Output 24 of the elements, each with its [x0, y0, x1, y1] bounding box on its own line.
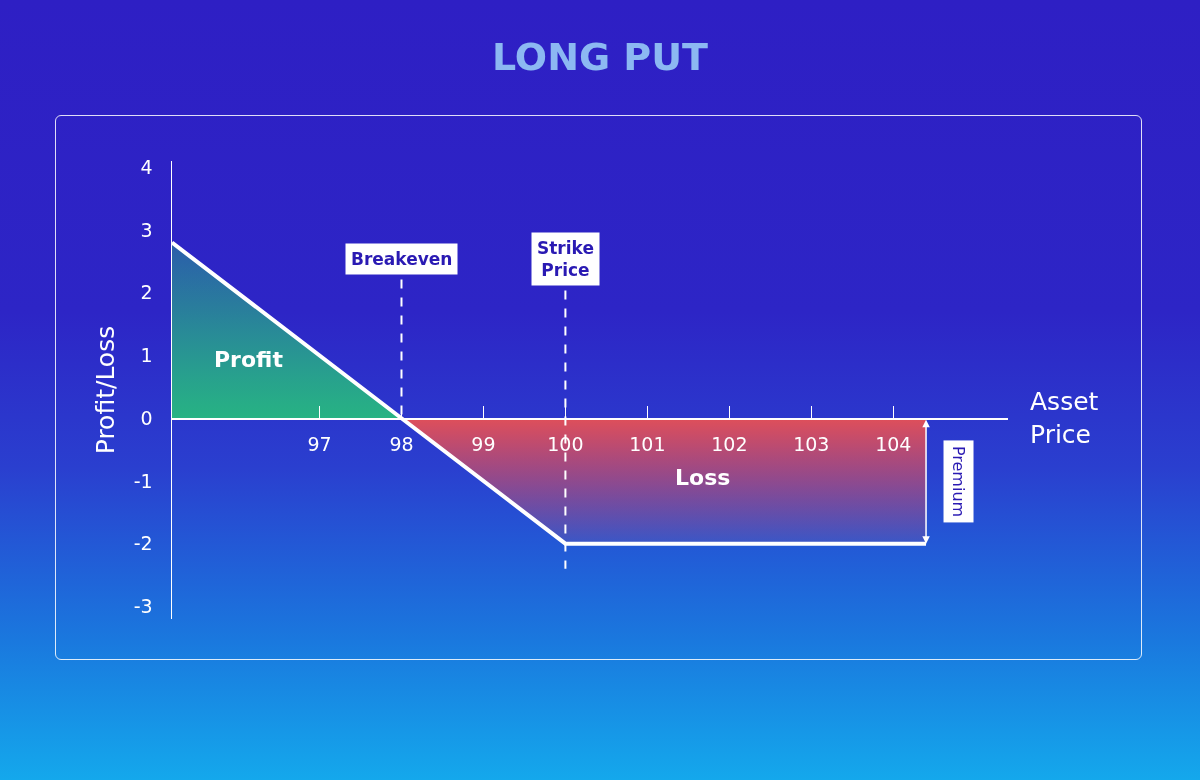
x-tick-label: 102: [711, 432, 748, 455]
ref-line-label: Strike Price: [537, 238, 594, 281]
ref-line-label: Breakeven: [351, 249, 453, 269]
y-tick-label: 2: [140, 281, 153, 304]
x-tick-label: 98: [389, 432, 414, 455]
y-tick-label: 4: [140, 155, 153, 178]
x-tick-label: 97: [307, 432, 332, 455]
x-tick-label: 100: [547, 432, 584, 455]
x-axis-title: Asset Price: [1030, 387, 1099, 449]
y-tick-label: 1: [140, 344, 153, 367]
x-tick-label: 103: [793, 432, 830, 455]
y-tick-label: 0: [140, 406, 153, 429]
chart-title: LONG PUT: [491, 35, 709, 80]
x-tick-label: 101: [629, 432, 666, 455]
x-tick-label: 99: [471, 432, 496, 455]
y-axis-title: Profit/Loss: [90, 325, 120, 455]
series-label: Loss: [675, 465, 731, 490]
y-tick-label: -3: [133, 595, 153, 618]
series-label: Profit: [214, 347, 284, 372]
annotation: Premium: [949, 445, 969, 518]
x-tick-label: 104: [875, 432, 912, 455]
y-tick-label: -1: [133, 469, 153, 492]
y-tick-label: -2: [133, 532, 153, 555]
y-tick-label: 3: [140, 218, 153, 241]
